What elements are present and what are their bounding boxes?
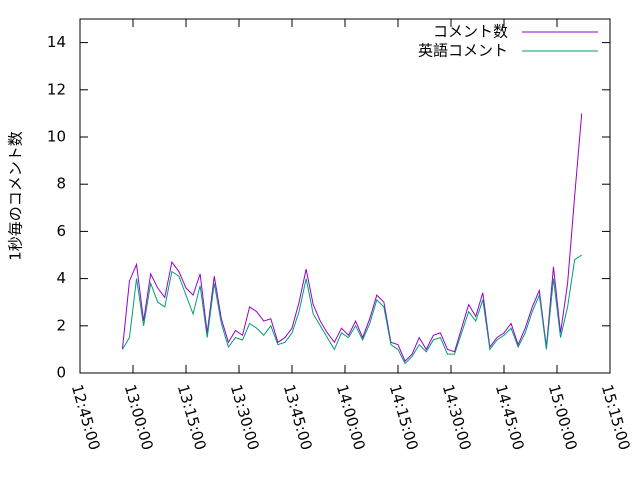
plot-frame	[79, 18, 611, 374]
y-tick-label: 10	[47, 128, 66, 146]
x-tick-label: 13:30:00	[227, 382, 263, 452]
x-tick-label: 14:00:00	[333, 382, 369, 452]
x-tick-label: 14:30:00	[439, 382, 475, 452]
y-tick-label: 2	[56, 316, 66, 334]
x-tick-label: 13:00:00	[121, 382, 157, 452]
legend-label: コメント数	[433, 23, 508, 41]
x-tick-label: 12:45:00	[68, 382, 104, 452]
x-tick-label: 14:15:00	[386, 382, 422, 452]
y-axis-label: 1秒毎のコメント数	[7, 131, 25, 261]
y-tick-label: 14	[47, 33, 66, 51]
series-line	[121, 254, 583, 365]
x-tick-label: 13:45:00	[280, 382, 316, 452]
x-tick-label: 15:15:00	[598, 382, 634, 452]
x-tick-label: 13:15:00	[174, 382, 210, 452]
y-tick-label: 0	[56, 364, 66, 382]
x-tick-label: 15:00:00	[545, 382, 581, 452]
y-tick-label: 6	[56, 222, 66, 240]
legend-label: 英語コメント	[418, 42, 508, 60]
series-line	[121, 113, 583, 363]
y-tick-label: 8	[56, 175, 66, 193]
y-tick-label: 12	[47, 80, 66, 98]
x-tick-label: 14:45:00	[492, 382, 528, 452]
y-tick-label: 4	[56, 269, 66, 287]
